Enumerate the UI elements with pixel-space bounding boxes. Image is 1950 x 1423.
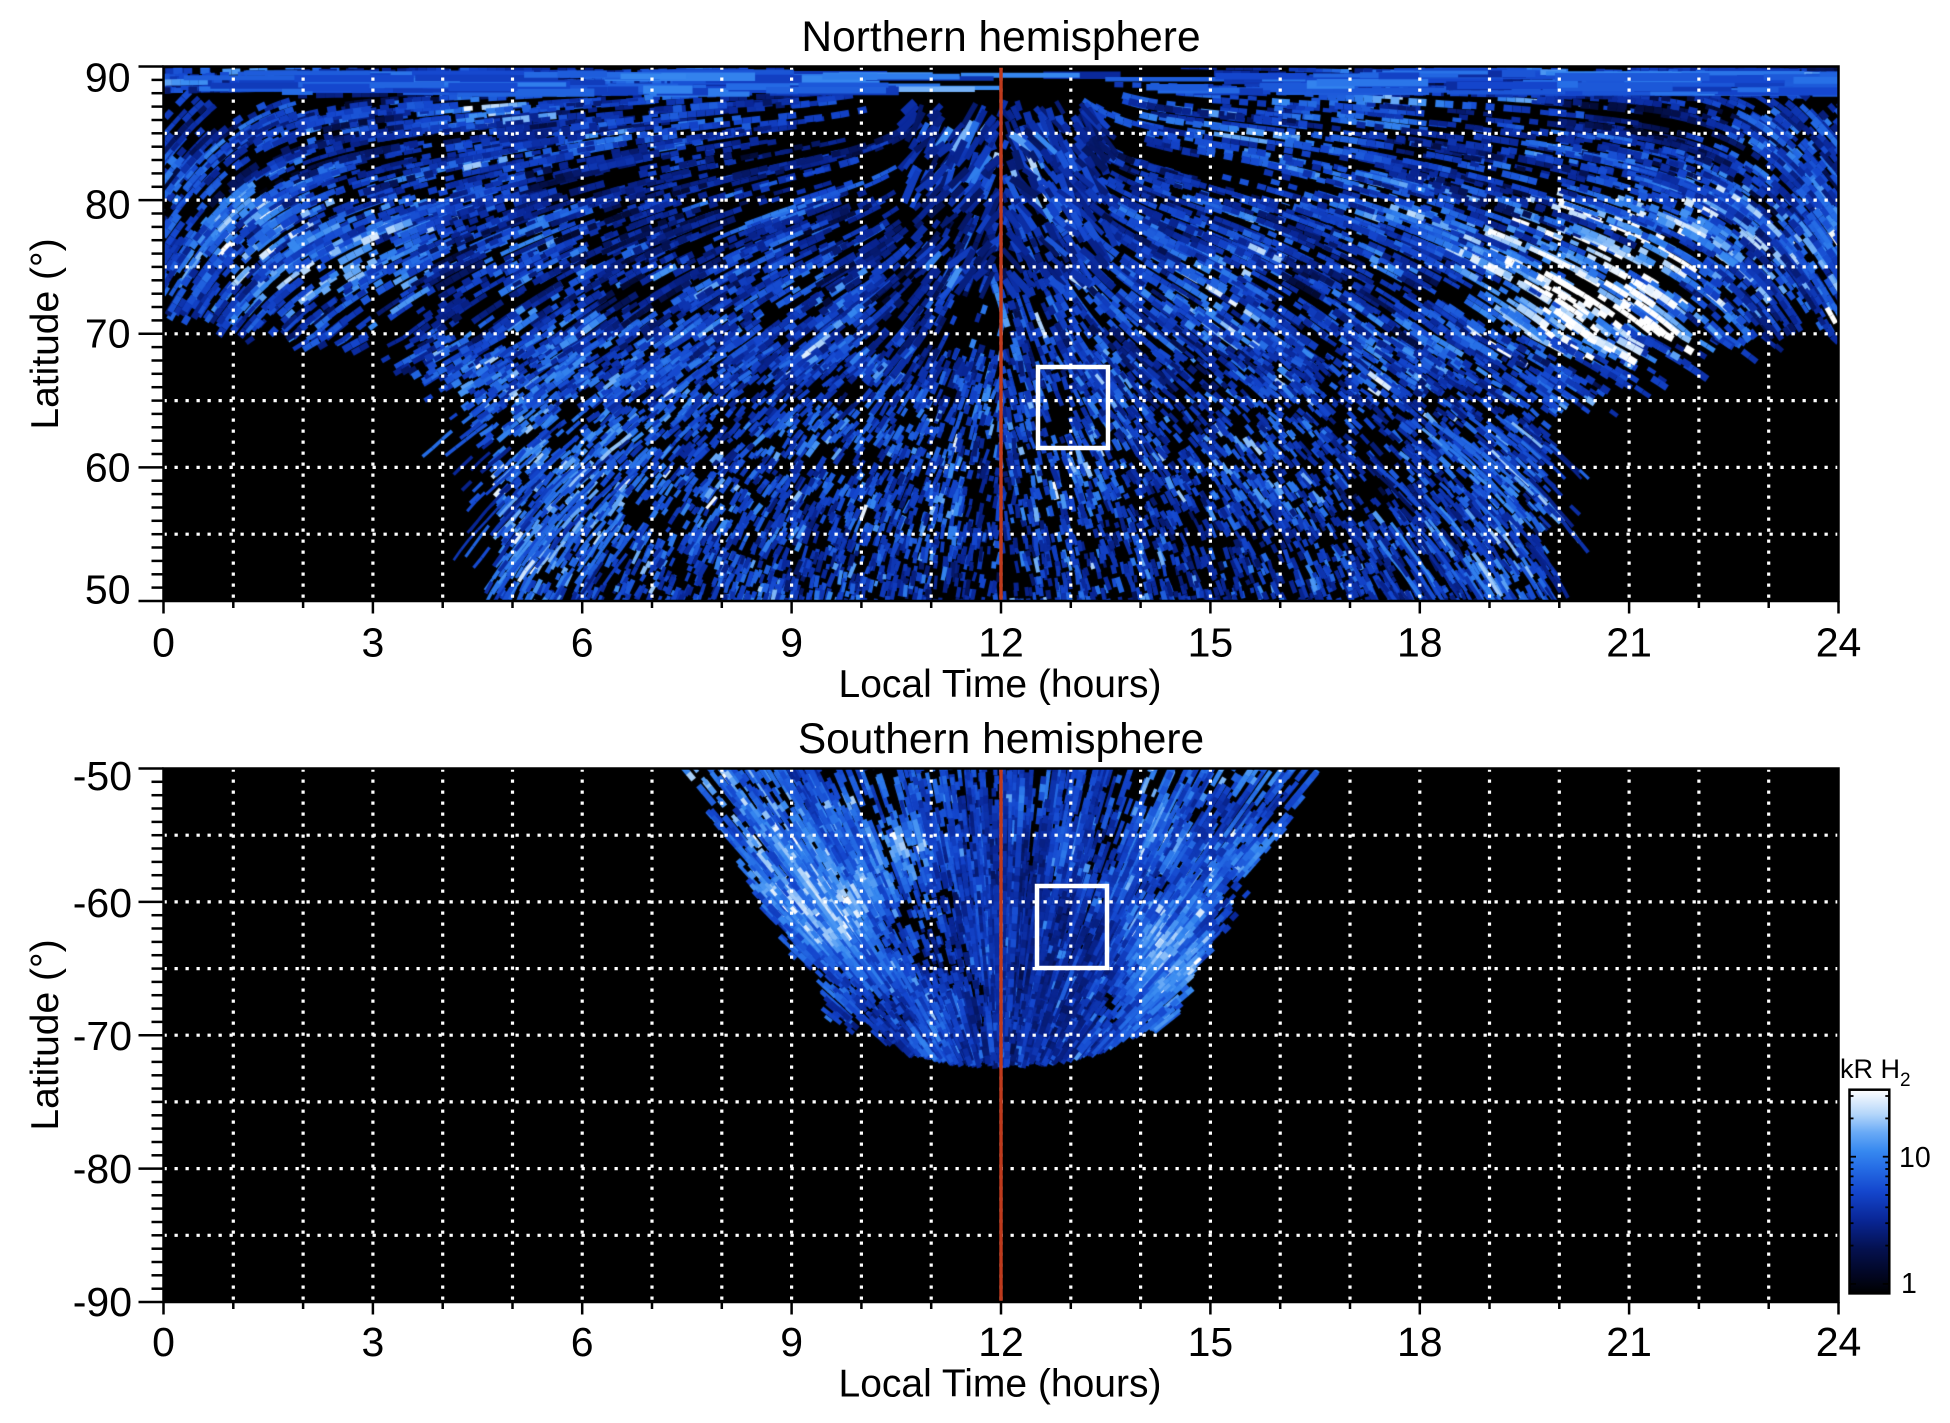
svg-text:9: 9 <box>780 1319 803 1365</box>
svg-text:3: 3 <box>361 1319 384 1365</box>
svg-text:-90: -90 <box>73 1279 132 1325</box>
svg-text:-50: -50 <box>73 753 132 799</box>
svg-text:60: 60 <box>85 445 131 491</box>
svg-text:24: 24 <box>1816 620 1862 666</box>
svg-text:90: 90 <box>85 54 131 100</box>
svg-text:-70: -70 <box>73 1013 132 1059</box>
svg-text:50: 50 <box>85 566 131 612</box>
svg-text:Local Time (hours): Local Time (hours) <box>839 1363 1162 1406</box>
svg-text:Northern hemisphere: Northern hemisphere <box>801 14 1200 61</box>
svg-text:kR H2: kR H2 <box>1840 1054 1911 1091</box>
svg-text:18: 18 <box>1397 620 1443 666</box>
svg-text:15: 15 <box>1188 620 1234 666</box>
svg-text:-80: -80 <box>73 1146 132 1192</box>
svg-text:12: 12 <box>978 1319 1024 1365</box>
svg-text:70: 70 <box>85 310 131 356</box>
svg-text:1: 1 <box>1901 1268 1917 1300</box>
svg-text:12: 12 <box>978 620 1024 666</box>
svg-text:24: 24 <box>1816 1319 1862 1365</box>
svg-text:18: 18 <box>1397 1319 1443 1365</box>
svg-text:21: 21 <box>1606 620 1652 666</box>
svg-text:15: 15 <box>1188 1319 1234 1365</box>
svg-text:6: 6 <box>571 620 594 666</box>
svg-text:0: 0 <box>152 1319 175 1365</box>
svg-text:80: 80 <box>85 182 131 228</box>
svg-text:-60: -60 <box>73 880 132 926</box>
svg-text:0: 0 <box>152 620 175 666</box>
svg-text:3: 3 <box>361 620 384 666</box>
svg-text:6: 6 <box>571 1319 594 1365</box>
svg-text:10: 10 <box>1899 1142 1931 1174</box>
svg-text:Southern hemisphere: Southern hemisphere <box>798 716 1204 763</box>
svg-text:Latitude (°): Latitude (°) <box>24 939 67 1130</box>
svg-text:9: 9 <box>780 620 803 666</box>
svg-text:21: 21 <box>1606 1319 1652 1365</box>
svg-text:Local Time (hours): Local Time (hours) <box>839 663 1162 706</box>
svg-text:Latitude (°): Latitude (°) <box>24 238 67 429</box>
